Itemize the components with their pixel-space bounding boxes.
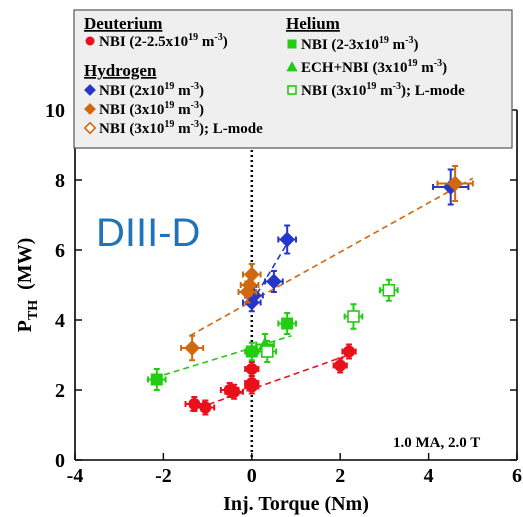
data-point — [277, 312, 297, 335]
square-marker — [281, 317, 294, 330]
fit-lines — [154, 177, 474, 412]
x-tick-label: -2 — [155, 465, 172, 487]
y-tick-label: 4 — [55, 310, 65, 332]
data-point — [378, 278, 399, 302]
diamond-marker — [243, 266, 260, 283]
legend-circle-marker — [85, 36, 95, 46]
legend-heading: Hydrogen — [84, 61, 157, 80]
y-tick-label: 2 — [55, 380, 65, 402]
y-tick-label: 0 — [55, 450, 65, 472]
x-tick-label: 2 — [335, 465, 345, 487]
square-marker — [347, 310, 360, 323]
fit-line — [189, 352, 354, 412]
data-point — [341, 343, 357, 360]
legend-label: NBI (2x1019 m-3) — [99, 81, 204, 99]
y-tick-label: 8 — [55, 170, 65, 192]
legend-diamond-marker — [84, 84, 96, 96]
data-point — [195, 399, 216, 416]
square-marker — [260, 345, 274, 358]
brand-label: DIII-D — [96, 211, 200, 255]
y-tick-label: 6 — [55, 240, 65, 262]
y-ticks: 0 2 4 6 8 10 — [45, 100, 517, 472]
fit-line — [154, 334, 292, 379]
x-ticks: -4 -2 0 2 4 6 — [67, 453, 522, 487]
plot-frame — [74, 110, 518, 461]
circle-marker — [228, 385, 241, 398]
legend-square-marker — [287, 85, 297, 95]
data-point — [436, 165, 474, 202]
diamond-marker — [279, 231, 296, 248]
legend-label: NBI (2-2.5x1019 m-3) — [99, 32, 228, 50]
fit-line — [189, 177, 474, 337]
circle-marker — [199, 401, 212, 414]
square-marker — [245, 345, 258, 358]
data-point — [244, 361, 260, 377]
diamond-marker — [184, 340, 200, 356]
y-tick-label: 10 — [45, 100, 65, 122]
y-axis-label-sub: TH — [26, 300, 41, 320]
legend-label: ECH+NBI (3x1019 m-3) — [301, 58, 447, 76]
x-axis-label: Inj. Torque (Nm) — [223, 493, 369, 515]
x-tick-label: 0 — [247, 465, 257, 487]
x-tick-label: 4 — [424, 465, 434, 487]
legend-label: NBI (3x1019 m-3) — [99, 100, 204, 118]
data-point — [180, 334, 205, 362]
diamond-marker — [266, 273, 282, 290]
legend-triangle-marker — [286, 61, 298, 72]
annotation: 1.0 MA, 2.0 T — [393, 435, 480, 451]
legend-entry: NBI (2-2.5x1019 m-3) — [85, 32, 228, 50]
legend-label: NBI (3x1019 m-3); L-mode — [99, 119, 263, 137]
legend-heading: Deuterium — [84, 14, 162, 33]
legend-label: NBI (3x1019 m-3); L-mode — [301, 81, 465, 99]
x-tick-label: 6 — [512, 465, 522, 487]
data-point — [264, 270, 284, 293]
data-point — [432, 168, 470, 206]
circle-marker — [245, 363, 258, 375]
data-point — [277, 224, 297, 255]
data-point — [146, 368, 167, 391]
legend-label: NBI (2-3x1019 m-3) — [301, 35, 419, 53]
legend-entry: NBI (2-3x1019 m-3) — [287, 35, 419, 53]
x-tick-label: -4 — [67, 465, 84, 487]
fit-line — [251, 235, 293, 303]
svg-text:PTH(MW): PTH (MW) — [14, 238, 41, 333]
legend-entry: NBI (3x1019 m-3) — [84, 100, 204, 118]
legend-heading: Helium — [286, 14, 340, 33]
square-marker — [150, 373, 163, 386]
legend-entry: NBI (3x1019 m-3); L-mode — [83, 119, 263, 137]
data-points — [146, 165, 474, 416]
circle-marker — [245, 377, 258, 389]
y-axis-label: PTH (MW) — [14, 238, 41, 333]
legend-square-marker — [287, 39, 297, 49]
circle-marker — [343, 345, 356, 358]
data-point — [332, 357, 348, 374]
legend-box — [73, 9, 513, 149]
legend-diamond-marker — [83, 121, 97, 135]
circle-marker — [334, 359, 347, 372]
diamond-marker — [447, 175, 463, 192]
data-point — [343, 303, 364, 330]
legend-entry: NBI (3x1019 m-3); L-mode — [287, 81, 465, 99]
legend-entry: NBI (2x1019 m-3) — [84, 81, 204, 99]
data-point — [241, 263, 262, 286]
y-axis-label-main: P — [14, 320, 36, 332]
y-axis-label-unit: (MW) — [14, 238, 36, 290]
square-marker — [382, 283, 396, 297]
legend-entry: ECH+NBI (3x1019 m-3) — [286, 58, 447, 76]
data-point — [224, 383, 244, 400]
legend-diamond-marker — [84, 103, 96, 115]
data-point — [257, 340, 278, 363]
